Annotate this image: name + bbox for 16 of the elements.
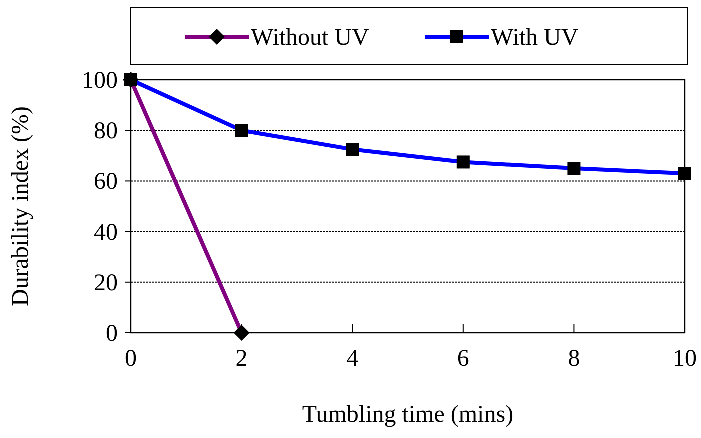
y-tick-label: 60 — [94, 169, 118, 196]
x-tick-label: 8 — [568, 346, 580, 372]
x-tick-label: 0 — [125, 346, 137, 372]
x-tick-label: 4 — [346, 346, 359, 372]
y-axis-title: Durability index (%) — [8, 106, 34, 306]
x-tick-label: 10 — [673, 346, 697, 372]
y-tick-label: 20 — [94, 270, 118, 296]
legend-label: Without UV — [251, 25, 370, 51]
y-tick-label: 100 — [82, 68, 118, 94]
y-tick-label: 0 — [106, 321, 118, 347]
y-tick-label: 80 — [94, 118, 118, 145]
x-tick-label: 6 — [457, 346, 470, 372]
x-axis-title: Tumbling time (mins) — [302, 402, 514, 428]
x-tick-label: 2 — [236, 346, 248, 372]
y-tick-label: 40 — [94, 220, 118, 246]
legend-label: With UV — [491, 25, 580, 51]
